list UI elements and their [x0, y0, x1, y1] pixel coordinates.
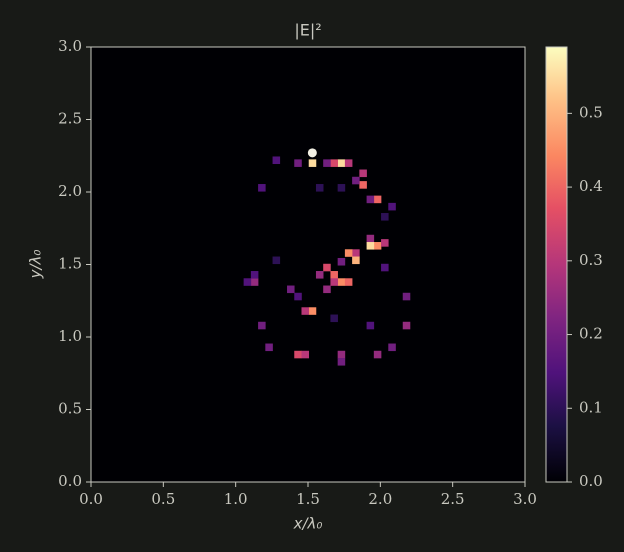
- heat-cell: [381, 239, 389, 247]
- colorbar: [545, 46, 568, 483]
- heat-cell: [301, 350, 310, 359]
- heat-cell: [366, 242, 375, 250]
- heat-cell: [366, 195, 375, 204]
- x-tick-label: 1.5: [296, 490, 320, 508]
- heat-cell: [330, 314, 338, 323]
- y-tick-label: 1.5: [58, 255, 82, 273]
- y-axis-label: y/λ₀: [27, 250, 45, 280]
- y-tick-label: 0.0: [58, 472, 82, 490]
- heat-cell: [272, 156, 281, 165]
- heat-cell: [294, 159, 302, 167]
- x-tick-label: 0.0: [79, 490, 103, 508]
- heat-cell: [388, 202, 396, 211]
- heat-cell: [294, 292, 302, 301]
- x-tick-label: 0.5: [151, 490, 175, 508]
- heat-cell: [373, 195, 382, 204]
- heat-cell: [323, 263, 331, 272]
- heat-cell: [258, 184, 266, 192]
- heat-cell: [323, 285, 331, 294]
- heat-cell: [337, 278, 346, 286]
- heat-cell: [359, 181, 367, 189]
- heat-cell: [388, 343, 396, 352]
- heat-cell: [366, 321, 375, 330]
- colorbar-tick-label: 0.4: [579, 177, 603, 195]
- colorbar-tick-label: 0.1: [579, 398, 603, 416]
- heat-cell: [381, 263, 389, 272]
- colorbar-tick-label: 0.5: [579, 103, 603, 121]
- colorbar-tick-label: 0.0: [579, 472, 603, 490]
- heat-cell: [315, 184, 324, 192]
- heat-cell: [243, 278, 252, 286]
- y-tick-label: 1.0: [58, 327, 82, 345]
- colorbar-tick-label: 0.3: [579, 251, 603, 269]
- heat-cell: [265, 343, 273, 352]
- x-tick-label: 1.0: [224, 490, 248, 508]
- heat-cell: [337, 184, 346, 192]
- y-tick-label: 3.0: [58, 37, 82, 55]
- source-marker: [307, 148, 317, 158]
- heat-cell: [381, 213, 389, 221]
- x-tick-label: 2.0: [368, 490, 392, 508]
- chart-title: |E|²: [294, 21, 321, 40]
- y-tick-label: 2.5: [58, 110, 82, 128]
- heat-cell: [287, 285, 295, 294]
- heat-cell: [315, 271, 324, 279]
- heat-cell: [323, 159, 331, 167]
- heat-cell: [344, 278, 353, 286]
- heat-cell: [352, 176, 360, 185]
- x-tick-label: 3.0: [513, 490, 537, 508]
- x-axis-label: x/λ₀: [293, 515, 323, 533]
- heat-cell: [258, 321, 266, 330]
- heat-cell: [344, 159, 353, 167]
- x-tick-label: 2.5: [441, 490, 465, 508]
- heat-cell: [330, 278, 338, 286]
- heat-cell: [301, 307, 310, 315]
- heat-cell: [344, 249, 353, 257]
- heat-cell: [250, 278, 259, 286]
- heat-cell: [352, 249, 360, 257]
- heat-cell: [337, 358, 346, 366]
- heat-cell: [373, 242, 382, 250]
- heat-cell: [308, 159, 317, 167]
- heat-cell: [337, 257, 346, 266]
- plot-area: [91, 47, 525, 482]
- heat-cell: [330, 159, 338, 167]
- heat-cell: [366, 234, 375, 243]
- heat-cell: [272, 256, 281, 265]
- heat-cell: [294, 350, 302, 359]
- heat-cell: [337, 159, 346, 167]
- heat-cell: [373, 350, 382, 359]
- y-tick-label: 2.0: [58, 182, 82, 200]
- heat-cell: [330, 271, 338, 279]
- heat-cell: [250, 271, 259, 279]
- y-tick-label: 0.5: [58, 400, 82, 418]
- heat-cell: [352, 256, 360, 265]
- heat-cell: [402, 292, 411, 301]
- heat-cell: [337, 350, 346, 359]
- colorbar-tick-label: 0.2: [579, 325, 603, 343]
- heat-cell: [359, 169, 367, 178]
- heat-cell: [308, 307, 317, 315]
- heat-cell: [402, 321, 411, 330]
